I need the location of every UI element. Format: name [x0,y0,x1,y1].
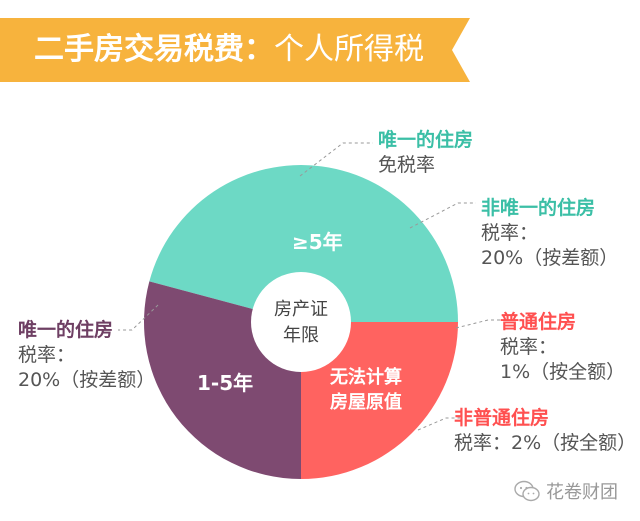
center-label-line1: 房产证 [274,299,328,320]
leader-non-ordinary-home [417,417,460,431]
callout-ordinary-home: 普通住房 税率： 1%（按全额） [500,310,625,385]
wechat-icon [514,480,540,502]
segment-unknown [301,322,458,479]
callout-title: 唯一的住房 [18,319,114,341]
callout-not-only-home: 非唯一的住房 税率： 20%（按差额） [481,196,618,271]
callout-line: 税率：2%（按全额） [454,432,637,454]
callout-title: 非唯一的住房 [481,197,596,219]
title-main: 二手房交易税费： [34,32,274,67]
segment-label-1to5: 1-5年 [197,371,254,395]
callout-non-ordinary-home: 非普通住房 税率：2%（按全额） [454,406,636,456]
leader-not-only-home [409,202,476,229]
callout-only-home-1to5: 唯一的住房 税率： 20%（按差额） [18,318,155,393]
leader-ordinary-home [455,319,502,329]
leader-only-home-1to5 [118,304,159,331]
segment-label-unknown: 无法计算 房屋原值 [330,365,402,415]
callout-line: 20%（按差额） [481,247,619,269]
callout-line: 税率： [481,222,539,244]
segment-ge5 [149,165,458,322]
banner-shape [0,18,470,82]
segment-label-unknown-line1: 无法计算 [330,367,402,388]
callout-line: 1%（按全额） [500,361,626,383]
center-circle [251,272,351,372]
callout-line: 税率： [18,344,76,366]
watermark-text: 花卷财团 [546,482,618,503]
segment-label-unknown-line2: 房屋原值 [330,392,402,413]
title-sub: 个人所得税 [274,32,424,67]
segment-label-ge5: ≥5年 [292,230,343,254]
center-label-line2: 年限 [283,325,319,346]
callout-title: 唯一的住房 [378,129,474,151]
callout-line: 税率： [500,336,558,358]
callout-title: 非普通住房 [454,407,550,429]
callout-line: 免税率 [378,154,436,176]
callout-title: 普通住房 [500,311,577,333]
watermark: 花卷财团 [514,478,618,504]
callout-line: 20%（按差额） [18,369,156,391]
callout-only-home-exempt: 唯一的住房 免税率 [378,128,473,178]
center-label: 房产证 年限 [253,297,349,349]
page-title: 二手房交易税费：个人所得税 [34,18,424,82]
leader-only-home-exempt [299,142,373,177]
header-banner: 二手房交易税费：个人所得税 [0,18,470,82]
